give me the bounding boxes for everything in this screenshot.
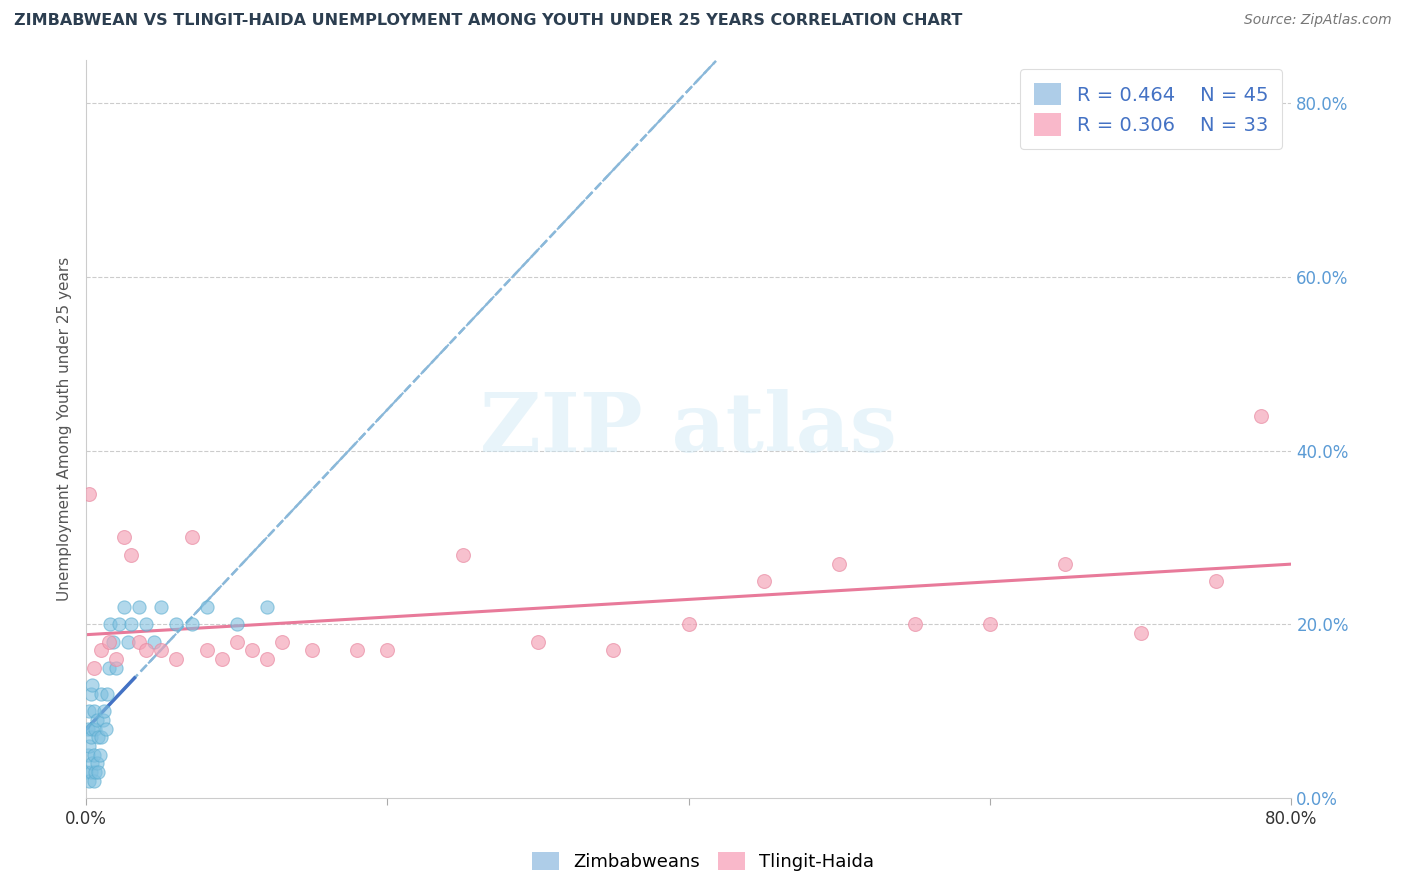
Point [180, 617, 202, 632]
Point [86, 713, 108, 727]
Point [91, 713, 114, 727]
Point [87, 731, 110, 745]
Point [979, 617, 1001, 632]
Legend: Zimbabweans, Tlingit-Haida: Zimbabweans, Tlingit-Haida [524, 845, 882, 879]
Point [240, 643, 263, 657]
Point [83, 704, 105, 718]
Point [77, 773, 100, 788]
Point [1054, 557, 1077, 571]
Point [83, 773, 105, 788]
Point [84, 722, 107, 736]
Point [377, 643, 399, 657]
Point [83, 661, 105, 675]
Point [76, 722, 98, 736]
Point [166, 617, 188, 632]
Point [150, 599, 173, 614]
Point [79, 687, 101, 701]
Point [120, 617, 142, 632]
Point [135, 643, 157, 657]
Point [93, 704, 115, 718]
Point [90, 687, 112, 701]
Point [195, 599, 218, 614]
Point [79, 765, 101, 780]
Point [75, 765, 97, 780]
Text: ZIMBABWEAN VS TLINGIT-HAIDA UNEMPLOYMENT AMONG YOUTH UNDER 25 YEARS CORRELATION : ZIMBABWEAN VS TLINGIT-HAIDA UNEMPLOYMENT… [14, 13, 963, 29]
Point [108, 617, 131, 632]
Point [346, 643, 368, 657]
Point [1205, 574, 1227, 588]
Point [90, 643, 112, 657]
Point [82, 678, 104, 692]
Point [98, 617, 121, 632]
Point [96, 687, 118, 701]
Point [150, 643, 173, 657]
Point [451, 548, 474, 562]
Point [256, 599, 278, 614]
Point [103, 634, 125, 648]
Point [79, 731, 101, 745]
Point [97, 634, 120, 648]
Point [602, 643, 624, 657]
Point [678, 617, 700, 632]
Point [76, 747, 98, 762]
Point [94, 722, 117, 736]
Point [271, 634, 294, 648]
Point [1250, 409, 1272, 423]
Point [112, 599, 135, 614]
Text: Source: ZipAtlas.com: Source: ZipAtlas.com [1244, 13, 1392, 28]
Point [1129, 626, 1152, 640]
Point [225, 617, 247, 632]
Point [77, 739, 100, 753]
Point [82, 756, 104, 771]
Point [256, 652, 278, 666]
Point [105, 661, 128, 675]
Point [128, 634, 150, 648]
Point [166, 652, 188, 666]
Point [828, 557, 851, 571]
Point [89, 747, 111, 762]
Y-axis label: Unemployment Among Youth under 25 years: Unemployment Among Youth under 25 years [58, 257, 72, 601]
Point [120, 548, 142, 562]
Point [752, 574, 775, 588]
Point [117, 634, 139, 648]
Point [84, 765, 107, 780]
Point [97, 661, 120, 675]
Point [87, 765, 110, 780]
Point [128, 599, 150, 614]
Point [180, 531, 202, 545]
Point [225, 634, 247, 648]
Point [135, 617, 157, 632]
Point [82, 722, 104, 736]
Point [105, 652, 128, 666]
Text: ZIP atlas: ZIP atlas [481, 389, 897, 469]
Point [112, 531, 135, 545]
Legend: R = 0.464    N = 45, R = 0.306    N = 33: R = 0.464 N = 45, R = 0.306 N = 33 [1021, 70, 1282, 149]
Point [77, 487, 100, 501]
Point [527, 634, 550, 648]
Point [301, 643, 323, 657]
Point [195, 643, 218, 657]
Point [83, 747, 105, 762]
Point [90, 731, 112, 745]
Point [86, 756, 108, 771]
Point [77, 704, 100, 718]
Point [211, 652, 233, 666]
Point [142, 634, 165, 648]
Point [904, 617, 927, 632]
